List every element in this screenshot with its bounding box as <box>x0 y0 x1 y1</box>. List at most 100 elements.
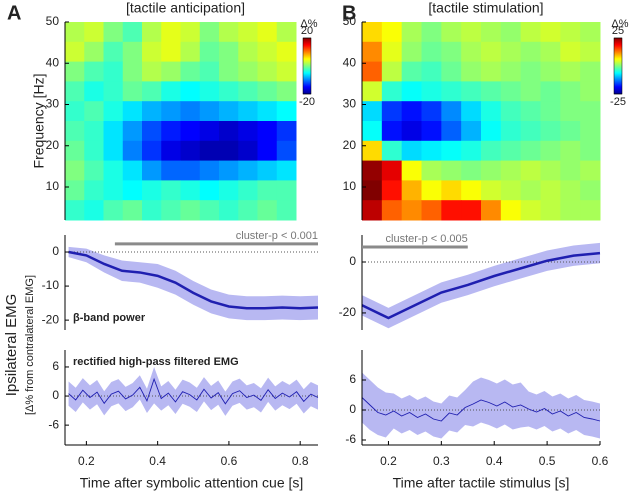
heatmap-cell <box>161 160 181 181</box>
heatmap-cell <box>219 200 239 221</box>
heatmap-cell <box>580 101 601 122</box>
colorbar-label: Δ% <box>611 18 628 30</box>
heatmap-cell <box>362 41 383 63</box>
heatmap-cell <box>161 41 181 63</box>
heatmap-cell <box>540 200 561 221</box>
heatmap-cell <box>540 61 561 82</box>
heatmap-cell <box>520 140 541 162</box>
heatmap-cell <box>219 81 239 102</box>
heatmap-cell <box>481 200 502 221</box>
heatmap-cell <box>103 61 124 82</box>
x-tick-label: 0.4 <box>149 454 166 468</box>
heatmap-cell <box>180 22 201 43</box>
heatmap-cell <box>421 121 442 142</box>
heatmap-cell <box>161 200 181 221</box>
heatmap-cell <box>461 41 482 63</box>
x-tick-label: 0.6 <box>221 454 238 468</box>
heatmap-cell <box>180 200 201 221</box>
heatmap-cell <box>257 160 278 181</box>
y-tick-label: 0 <box>349 402 356 416</box>
y-tick-label: 10 <box>46 179 60 193</box>
x-tick-label: 0.5 <box>539 454 556 468</box>
heatmap-cell <box>580 180 601 201</box>
heatmap-cell <box>84 81 104 102</box>
y-tick-label: 30 <box>343 97 357 111</box>
heatmap-cell <box>161 140 181 162</box>
heatmap-cell <box>461 22 482 43</box>
heatmap-cell <box>481 180 502 201</box>
heatmap-cell <box>142 101 162 122</box>
emg-ylabel-sub: [Δ% from contralateral EMG] <box>24 275 36 415</box>
heatmap-cell <box>362 61 383 82</box>
heatmap-cell <box>122 140 143 162</box>
heatmap-cell <box>560 22 581 43</box>
heatmap-cell <box>276 81 297 102</box>
heatmap-cell <box>257 200 278 221</box>
heatmap-cell <box>257 101 278 122</box>
x-tick-label: 0.8 <box>292 454 309 468</box>
y-tick-label: 20 <box>46 138 60 152</box>
heatmap-cell <box>142 121 162 142</box>
heatmap-cell <box>103 101 124 122</box>
heatmap-cell <box>500 22 522 43</box>
x-tick-label: 0.3 <box>433 454 450 468</box>
heatmap-cell <box>142 200 162 221</box>
heatmap-cell <box>560 200 581 221</box>
colorbar <box>613 37 623 95</box>
heatmap-cell <box>381 200 403 221</box>
heatmap-cell <box>142 81 162 102</box>
heatmap-cell <box>84 140 104 162</box>
heatmap-cell <box>560 81 581 102</box>
heatmap-cell <box>500 180 522 201</box>
heatmap-cell <box>580 61 601 82</box>
heatmap-cell <box>362 81 383 102</box>
heatmap-cell <box>441 101 462 122</box>
heatmap-cell <box>540 101 561 122</box>
y-tick-label: -6 <box>345 432 356 446</box>
heatmap-cell <box>421 140 442 162</box>
heatmap-cell <box>520 101 541 122</box>
heatmap-cell <box>401 22 422 43</box>
confidence-band <box>68 366 318 416</box>
heatmap-cell <box>122 81 143 102</box>
panel-label: A <box>7 2 21 24</box>
heatmap-cell <box>142 41 162 63</box>
heatmap-cell <box>580 140 601 162</box>
heatmap-cell <box>84 121 104 142</box>
heatmap-cell <box>500 140 522 162</box>
heatmap-cell <box>180 121 201 142</box>
heatmap-cell <box>103 121 124 142</box>
heatmap-cell <box>540 121 561 142</box>
y-tick-label: 20 <box>343 138 357 152</box>
heatmap-cell <box>142 61 162 82</box>
heatmap-cell <box>362 121 383 142</box>
x-tick-label: 0.2 <box>380 454 397 468</box>
colorbar-tick-label: 25 <box>612 25 624 37</box>
heatmap-cell <box>180 160 201 181</box>
heatmap-cell <box>421 160 442 181</box>
heatmap-cell <box>276 22 297 43</box>
heatmap-cell <box>103 22 124 43</box>
data-line <box>361 397 601 422</box>
y-tick-label: 40 <box>343 55 357 69</box>
y-tick-label: 0 <box>52 388 59 402</box>
heatmap-cell <box>142 160 162 181</box>
heatmap-cell <box>199 41 220 63</box>
heatmap-cell <box>161 22 181 43</box>
heatmap-cell <box>103 81 124 102</box>
heatmap-cell <box>441 121 462 142</box>
heatmap-cell <box>219 180 239 201</box>
heatmap-cell <box>103 160 124 181</box>
heatmap-cell <box>219 140 239 162</box>
heatmap-cell <box>103 180 124 201</box>
heatmap-cell <box>540 180 561 201</box>
heatmap-cell <box>161 180 181 201</box>
heatmap-cell <box>362 140 383 162</box>
heatmap-cell <box>84 200 104 221</box>
y-axis-label: Frequency [Hz] <box>31 74 47 169</box>
heatmap-cell <box>65 22 85 43</box>
heatmap-cell <box>381 121 403 142</box>
heatmap-cell <box>84 41 104 63</box>
heatmap-cell <box>401 200 422 221</box>
heatmap-cell <box>219 22 239 43</box>
